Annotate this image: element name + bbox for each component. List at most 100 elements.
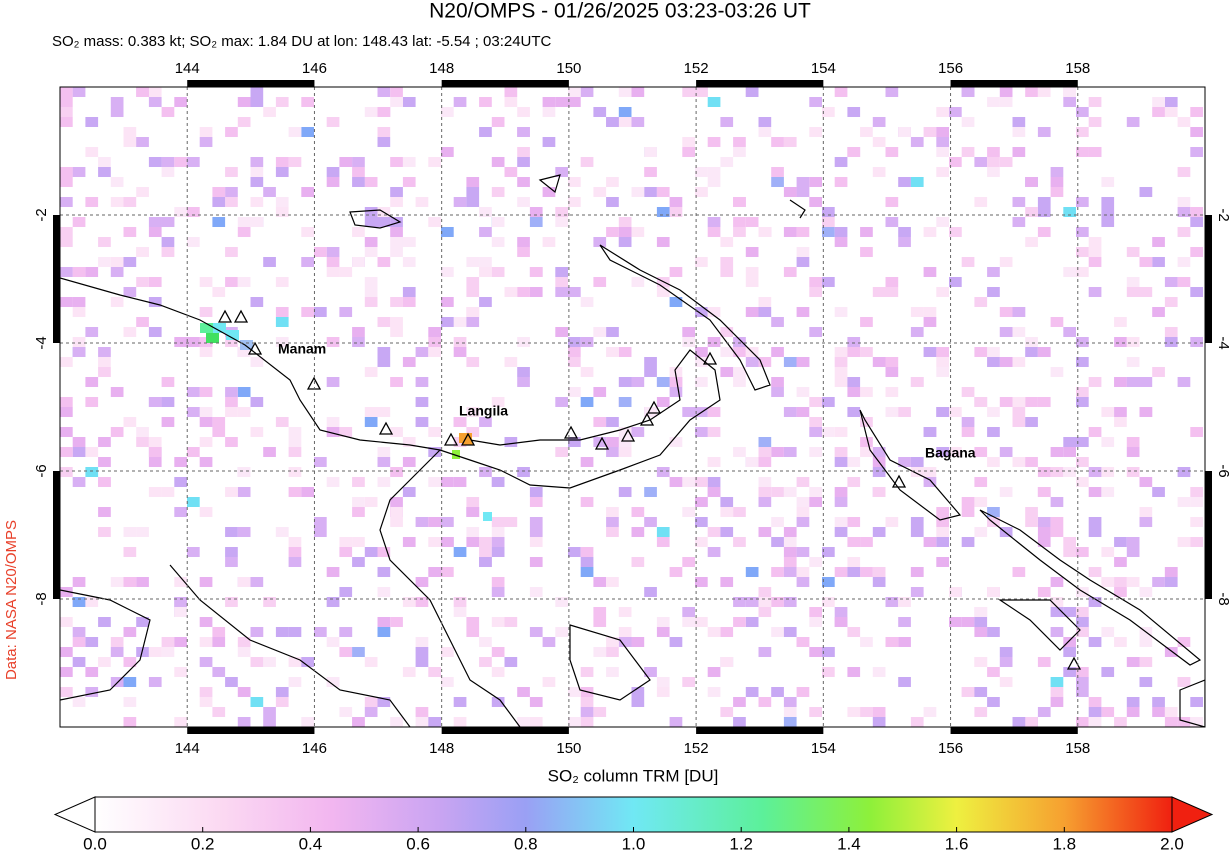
pixel bbox=[999, 447, 1013, 457]
pixel bbox=[1037, 127, 1051, 137]
pixel bbox=[428, 337, 441, 347]
pixel bbox=[872, 717, 886, 727]
pixel bbox=[377, 217, 391, 227]
pixel bbox=[568, 687, 581, 697]
pixel bbox=[923, 347, 937, 357]
colorbar-tick-label: 0.0 bbox=[83, 834, 107, 853]
pixel bbox=[796, 477, 810, 487]
pixel bbox=[618, 437, 632, 447]
pixel bbox=[669, 477, 683, 487]
pixel bbox=[847, 667, 861, 677]
pixel bbox=[542, 637, 556, 647]
pixel bbox=[225, 187, 238, 197]
pixel bbox=[415, 377, 429, 387]
pixel bbox=[529, 497, 543, 507]
pixel bbox=[1037, 587, 1051, 597]
pixel bbox=[758, 307, 772, 317]
pixel bbox=[606, 517, 619, 527]
pixel bbox=[872, 467, 886, 477]
pixel bbox=[606, 327, 619, 337]
pixel bbox=[199, 277, 213, 287]
pixel bbox=[618, 347, 632, 357]
pixel bbox=[237, 577, 251, 587]
pixel bbox=[314, 517, 327, 527]
pixel bbox=[275, 167, 289, 177]
pixel bbox=[542, 677, 556, 687]
pixel bbox=[352, 717, 365, 727]
pixel bbox=[377, 457, 391, 467]
pixel bbox=[1190, 127, 1203, 137]
pixel bbox=[1190, 217, 1203, 227]
pixel bbox=[72, 697, 86, 707]
pixel bbox=[479, 537, 492, 547]
pixel bbox=[733, 717, 746, 727]
pixel bbox=[847, 707, 861, 717]
pixel bbox=[123, 417, 137, 427]
pixel bbox=[974, 497, 988, 507]
pixel bbox=[479, 547, 492, 557]
pixel bbox=[999, 87, 1013, 97]
pixel bbox=[771, 137, 784, 147]
pixel bbox=[72, 267, 86, 277]
lon-tick-label: 148 bbox=[429, 60, 454, 77]
pixel bbox=[1050, 687, 1064, 697]
pixel bbox=[758, 597, 772, 607]
pixel bbox=[364, 697, 378, 707]
pixel bbox=[618, 217, 632, 227]
pixel bbox=[631, 637, 645, 647]
pixel bbox=[1190, 497, 1203, 507]
pixel bbox=[123, 227, 137, 237]
pixel bbox=[1088, 567, 1102, 577]
pixel bbox=[758, 357, 772, 367]
coastlines bbox=[60, 174, 1205, 727]
pixel bbox=[72, 657, 86, 667]
pixel bbox=[720, 367, 734, 377]
pixel bbox=[733, 447, 746, 457]
pixel bbox=[441, 297, 454, 307]
pixel bbox=[1012, 397, 1026, 407]
pixel bbox=[860, 537, 873, 547]
pixel bbox=[872, 567, 886, 577]
pixel bbox=[644, 487, 657, 497]
pixel bbox=[237, 387, 251, 397]
lat-tick-label: -8 bbox=[33, 592, 50, 605]
pixel bbox=[796, 637, 810, 647]
pixel bbox=[618, 607, 632, 617]
pixel bbox=[377, 257, 391, 267]
pixel bbox=[847, 407, 861, 417]
pixel bbox=[898, 177, 911, 187]
pixel bbox=[377, 347, 391, 357]
pixel bbox=[847, 347, 861, 357]
pixel bbox=[1012, 217, 1026, 227]
pixel bbox=[250, 357, 264, 367]
pixel bbox=[161, 487, 175, 497]
pixel bbox=[695, 617, 708, 627]
pixel bbox=[618, 447, 632, 457]
pixel bbox=[695, 87, 708, 97]
pixel bbox=[441, 477, 454, 487]
pixel bbox=[961, 427, 975, 437]
pixel bbox=[1050, 177, 1064, 187]
pixel bbox=[60, 357, 73, 367]
pixel bbox=[364, 657, 378, 667]
pixel bbox=[885, 87, 899, 97]
pixel bbox=[936, 127, 949, 137]
pixel bbox=[580, 297, 594, 307]
pixel bbox=[390, 237, 403, 247]
pixel bbox=[275, 337, 289, 347]
credit: Data: NASA N20/OMPS bbox=[3, 520, 20, 680]
pixel bbox=[987, 427, 1000, 437]
pixel bbox=[542, 97, 556, 107]
pixel bbox=[987, 457, 1000, 467]
pixel bbox=[275, 277, 289, 287]
pixel bbox=[390, 497, 403, 507]
pixel bbox=[733, 367, 746, 377]
pixel bbox=[707, 477, 721, 487]
pixel bbox=[98, 457, 111, 467]
pixel bbox=[1076, 357, 1089, 367]
pixel bbox=[1025, 717, 1038, 727]
pixel bbox=[479, 97, 492, 107]
pixel bbox=[631, 557, 645, 567]
pixel bbox=[479, 207, 492, 217]
pixel bbox=[1076, 717, 1089, 727]
